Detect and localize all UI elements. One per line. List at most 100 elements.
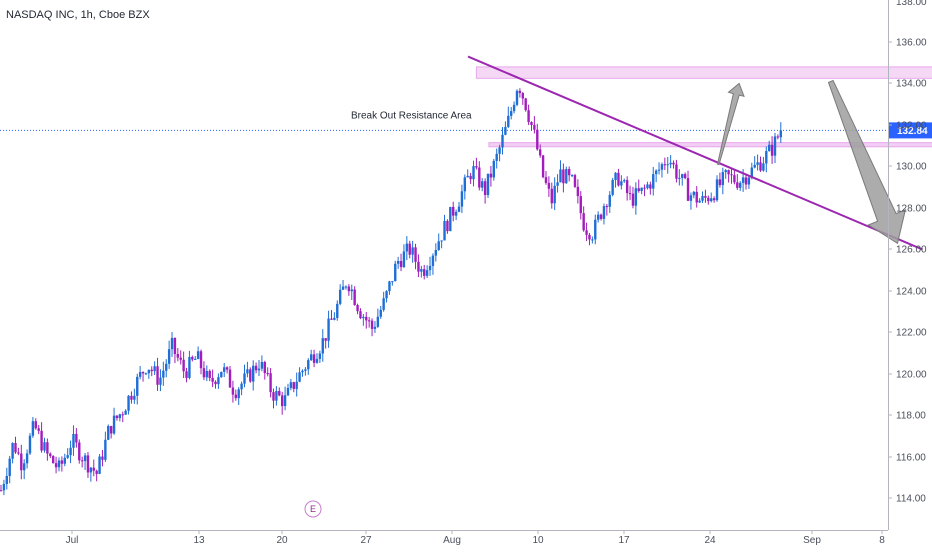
candle-body [156,366,159,385]
candle-body [454,211,458,216]
candle-body [773,136,777,156]
candle-body [683,174,687,179]
candle-body [196,351,200,359]
downtrend-line[interactable] [467,55,923,251]
candle-body [66,455,69,458]
x-tick-label: 20 [276,535,288,546]
candle-body [504,126,507,135]
candle-body [707,197,710,202]
y-tick-label: 116.00 [896,453,926,464]
candle-body [220,371,223,378]
candle-body [678,177,681,179]
candle-body [101,456,104,460]
candle-body [25,453,29,464]
candle-body [275,391,278,401]
candle-body [365,316,368,321]
earnings-marker-icon[interactable] [304,500,322,518]
candle-body [576,186,580,197]
candle-body [34,421,37,429]
candle-body [5,475,8,484]
x-tick-label: 24 [704,535,716,546]
candle-body [0,490,3,492]
candle-body [765,151,768,164]
candle-body [596,214,600,220]
candle-body [776,136,780,138]
candle-body [620,181,623,186]
candle-body [14,443,17,453]
candle-body [304,369,307,371]
candle-body [608,194,611,207]
last-price-label: 132.84 [897,126,928,137]
axes-group: 136.00 134.00 132.00 130.00 128.00 126.00 124.… [0,0,927,546]
candle-body [8,458,11,476]
candle-body [460,191,464,207]
candle-body [585,230,588,235]
candle-body [492,160,496,178]
candle-body [457,206,461,212]
candle-body [544,177,548,183]
candle-body [80,460,84,462]
candle-body [309,354,313,361]
candle-body [533,125,536,130]
candle-body [153,366,156,372]
candle-body [312,354,316,363]
candle-body [130,395,133,400]
candle-body [660,164,664,170]
candle-body [730,174,733,176]
candle-body [536,129,539,150]
y-tick-label: 114.00 [896,494,926,505]
candle-body [541,155,545,178]
candle-body [736,182,739,188]
candle-body [72,434,75,448]
candle-body [295,381,298,389]
candle-body [246,369,249,374]
candle-body [98,456,101,474]
candle-body [254,365,258,371]
candle-body [147,369,151,374]
candle-body [217,377,220,385]
candle-body [498,147,501,154]
candle-body [109,426,113,434]
candle-body [104,439,107,460]
candle-body [489,173,493,178]
candle-body [191,357,194,360]
symbol-title[interactable]: NASDAQ INC, 1h, Cboe BZX [6,9,150,21]
last-price-tag[interactable] [889,122,932,139]
candle-body [710,198,713,202]
resistance-zone[interactable] [475,66,932,79]
candle-body [353,289,356,306]
candle-body [762,163,765,171]
candle-body [292,382,295,389]
candle-body [286,387,290,396]
candle-body [689,195,693,201]
candle-body [370,320,374,329]
candle-body [631,193,635,206]
arrow-down-icon[interactable] [827,79,907,245]
candle-body [744,177,748,185]
candle-body [672,162,675,165]
candle-body [272,392,275,401]
candle-body [599,214,603,219]
candle-body [718,179,722,186]
candle-body [602,206,606,219]
candle-body [324,338,327,341]
candle-body [712,198,716,201]
candle-body [399,261,403,268]
candle-body [359,311,362,319]
candle-body [721,172,725,186]
y-tick-label: 136.00 [896,38,927,49]
candle-body [475,166,478,168]
breakout-zone[interactable] [488,142,932,148]
candle-body [78,442,81,461]
candle-body [704,195,707,198]
arrow-up-icon[interactable] [716,82,745,166]
y-tick-label: 120.00 [896,370,927,381]
candle-body [167,349,171,364]
y-tick-label: 132.00 [896,121,927,132]
candle-body [60,460,64,464]
candle-body [243,373,246,384]
annotations-group: Break Out Resistance Area E [304,55,923,518]
candle-body [51,456,55,464]
